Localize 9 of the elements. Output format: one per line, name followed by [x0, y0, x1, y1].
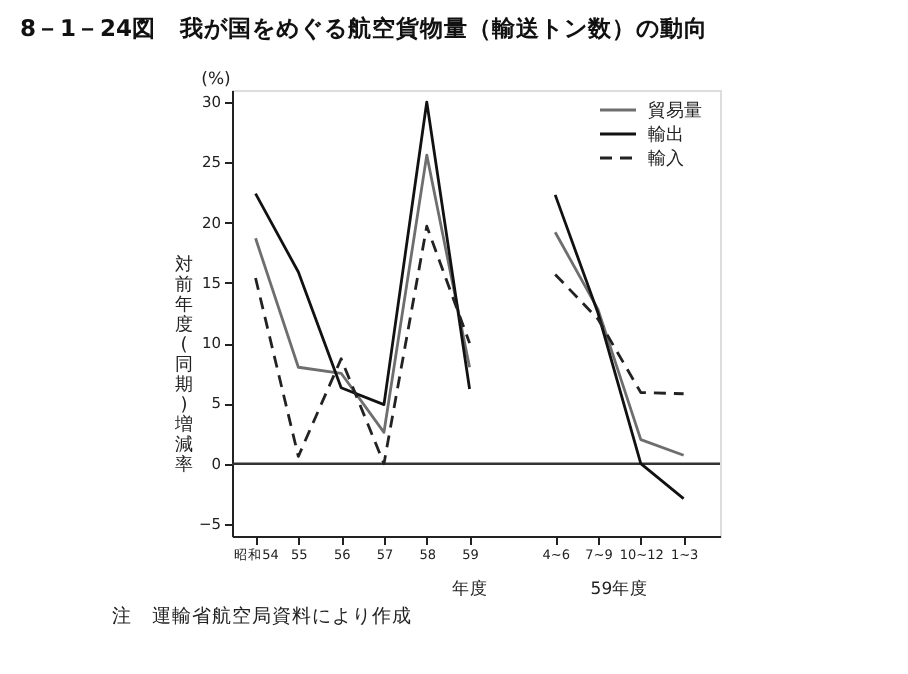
legend-label: 貿易量	[648, 100, 702, 122]
text: 59年度	[590, 578, 649, 600]
text: 年度	[451, 578, 488, 600]
text: 対前年度(同期)増減率	[175, 256, 193, 476]
text: (%)	[201, 70, 231, 90]
text: 注 運輸省航空局資料により作成	[112, 604, 412, 628]
chart-title: 8－1－24図 我が国をめぐる航空貨物量（輸送トン数）の動向	[20, 14, 709, 42]
legend-label: 輸出	[648, 124, 684, 146]
legend-label: 輸入	[648, 148, 684, 170]
